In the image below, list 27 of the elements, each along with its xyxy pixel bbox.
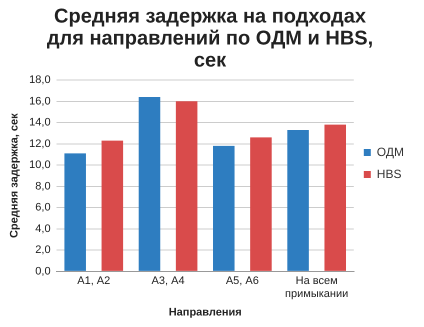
x-axis-title: Направления (168, 306, 242, 318)
chart-title: Средняя задержка на подходах для направлений по ОДМ и HBS, сек (46, 6, 374, 72)
y-tick-label: 12,0 (29, 138, 51, 150)
bar (138, 97, 160, 271)
bar (64, 153, 86, 271)
bar (250, 137, 272, 271)
y-tick-label: 18,0 (29, 74, 51, 86)
legend-label: HBS (376, 166, 402, 181)
bar (324, 124, 346, 271)
y-tick-label: 0,0 (35, 265, 51, 278)
bar (176, 101, 198, 271)
y-tick-label: 10,0 (29, 159, 51, 172)
legend-label: ОДМ (376, 144, 404, 159)
bar (102, 140, 124, 271)
y-tick-label: 14,0 (29, 116, 51, 129)
y-axis-title: Средняя задержка, сек (8, 112, 21, 238)
bar (213, 146, 235, 271)
y-tick-label: 2,0 (35, 244, 51, 256)
bar (287, 130, 309, 271)
y-tick-label: 8,0 (35, 180, 51, 192)
y-tick-label: 6,0 (35, 202, 51, 214)
x-tick-label: А1, А2 (77, 275, 110, 288)
x-tick-label: А3, А4 (152, 275, 185, 288)
y-tick-label: 16,0 (29, 95, 51, 108)
x-tick-label: На всем примыкании (285, 275, 348, 300)
x-tick-label: А5, А6 (226, 275, 259, 288)
y-tick-label: 4,0 (35, 222, 51, 235)
